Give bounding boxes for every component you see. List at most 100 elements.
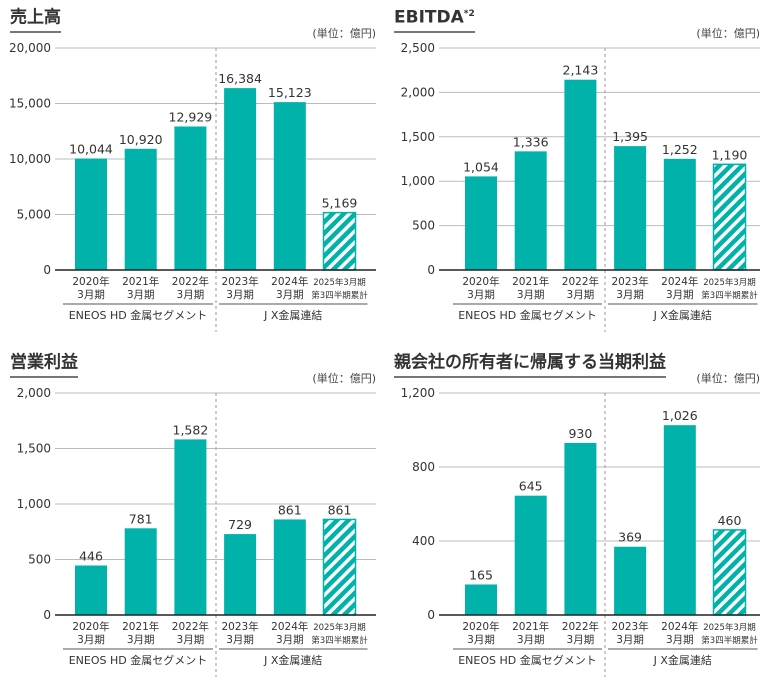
x-tick-label: 3月期: [666, 634, 694, 646]
x-tick-label: 2024年: [661, 275, 698, 288]
data-label: 729: [228, 517, 252, 532]
data-label: 1,395: [612, 129, 648, 144]
x-tick-label: 2025年3月期: [313, 622, 366, 633]
x-tick-label: 3月期: [226, 289, 254, 301]
y-tick-label: 15,000: [9, 97, 51, 111]
chart-net-sales: 売上高 (単位：億円) 0 5,000 10,000 15,000 20,000 10,0…: [0, 0, 384, 335]
y-tick-label: 20,000: [9, 41, 51, 55]
y-tick-label: 1,500: [17, 442, 51, 456]
group-label: J X金属連結: [263, 308, 322, 322]
x-tick-label: 3月期: [567, 289, 595, 301]
chart-title: EBITDA*2: [394, 4, 475, 33]
bar: [564, 79, 597, 270]
data-label: 12,929: [169, 109, 213, 124]
x-tick-label: 3月期: [567, 634, 595, 646]
data-label: 930: [568, 426, 592, 441]
chart-ebitda: EBITDA*2 (単位：億円) 0 500 1,000 1,500 2,000 2,50…: [384, 0, 768, 335]
y-tick-label: 500: [412, 219, 435, 233]
x-tick-label: 第3四半期累計: [311, 635, 368, 646]
x-tick-label: 3月期: [127, 634, 155, 646]
bar: [75, 158, 107, 270]
x-tick-label: 3月期: [77, 289, 105, 301]
data-label: 15,123: [268, 85, 312, 100]
x-tick-label: 2022年: [172, 275, 209, 288]
bar: [322, 211, 357, 271]
group-label: ENEOS HD 金属セグメント: [458, 653, 597, 667]
x-tick-label: 3月期: [517, 289, 545, 301]
x-tick-label: 2021年: [122, 275, 159, 288]
x-tick-label: 2025年3月期: [703, 277, 756, 288]
chart-svg: 05001,0001,5002,0002,5001,0542020年3月期1,3…: [401, 41, 760, 332]
group-label: J X金属連結: [653, 308, 712, 322]
x-tick-label: 2020年: [462, 620, 499, 633]
x-tick-label: 3月期: [616, 634, 644, 646]
bar: [614, 146, 647, 270]
x-tick-label: 2020年: [72, 620, 109, 633]
data-label: 1,252: [662, 142, 698, 157]
data-label: 446: [79, 548, 103, 563]
unit-label: (単位：億円): [312, 372, 376, 385]
data-label: 645: [519, 479, 543, 494]
bar: [273, 102, 306, 270]
x-tick-label: 3月期: [467, 634, 495, 646]
group-label: J X金属連結: [653, 653, 712, 667]
y-tick-label: 10,000: [9, 152, 51, 166]
group-label: J X金属連結: [263, 653, 322, 667]
bar: [224, 88, 257, 270]
data-label: 369: [618, 530, 642, 545]
y-tick-label: 0: [427, 608, 435, 622]
unit-label: (単位：億円): [312, 27, 376, 40]
y-tick-label: 1,200: [401, 386, 435, 400]
group-label: ENEOS HD 金属セグメント: [458, 308, 597, 322]
x-tick-label: 2021年: [512, 275, 549, 288]
x-tick-label: 2023年: [611, 620, 648, 633]
x-tick-label: 第3四半期累計: [701, 635, 758, 646]
data-label: 1,054: [463, 159, 499, 174]
y-tick-label: 400: [412, 534, 435, 548]
bar: [174, 126, 207, 270]
bar: [322, 518, 357, 616]
chart-title: 売上高: [10, 4, 61, 33]
data-label: 16,384: [218, 71, 262, 86]
bar: [273, 519, 306, 615]
x-tick-label: 3月期: [467, 289, 495, 301]
data-label: 1,336: [513, 134, 549, 149]
chart-operating-profit: 営業利益 (単位：億円) 0 500 1,000 1,500 2,000 446 2020年…: [0, 345, 384, 680]
data-label: 10,044: [69, 142, 113, 157]
bar: [124, 528, 157, 615]
data-label: 1,190: [712, 147, 748, 162]
x-tick-label: 3月期: [177, 289, 205, 301]
x-tick-label: 2021年: [122, 620, 159, 633]
data-label: 10,920: [119, 132, 163, 147]
bar: [564, 442, 597, 615]
bar: [514, 151, 547, 270]
chart-title: 親会社の所有者に帰属する当期利益: [394, 349, 666, 378]
x-tick-label: 2024年: [661, 620, 698, 633]
x-tick-label: 第3四半期累計: [701, 290, 758, 301]
x-tick-label: 2022年: [172, 620, 209, 633]
data-label: 5,169: [322, 196, 358, 211]
bar: [224, 534, 257, 615]
bar: [514, 495, 547, 615]
group-label: ENEOS HD 金属セグメント: [69, 653, 208, 667]
y-tick-label: 500: [28, 553, 51, 567]
data-label: 861: [278, 502, 302, 517]
y-tick-label: 1,500: [401, 130, 435, 144]
data-label: 165: [469, 567, 493, 582]
y-tick-label: 1,000: [17, 497, 51, 511]
data-label: 781: [129, 511, 153, 526]
x-tick-label: 2022年: [562, 275, 599, 288]
bar: [75, 565, 107, 615]
unit-label: (単位：億円): [696, 27, 760, 40]
group-label: ENEOS HD 金属セグメント: [69, 308, 208, 322]
data-label: 460: [718, 513, 742, 528]
x-tick-label: 2023年: [611, 275, 648, 288]
x-tick-label: 2020年: [462, 275, 499, 288]
bar: [663, 158, 696, 270]
x-tick-label: 3月期: [276, 289, 304, 301]
x-tick-label: 2023年: [221, 275, 258, 288]
x-tick-label: 2025年3月期: [703, 622, 756, 633]
data-label: 2,143: [563, 63, 599, 78]
y-tick-label: 1,000: [401, 174, 435, 188]
bar: [663, 425, 696, 615]
